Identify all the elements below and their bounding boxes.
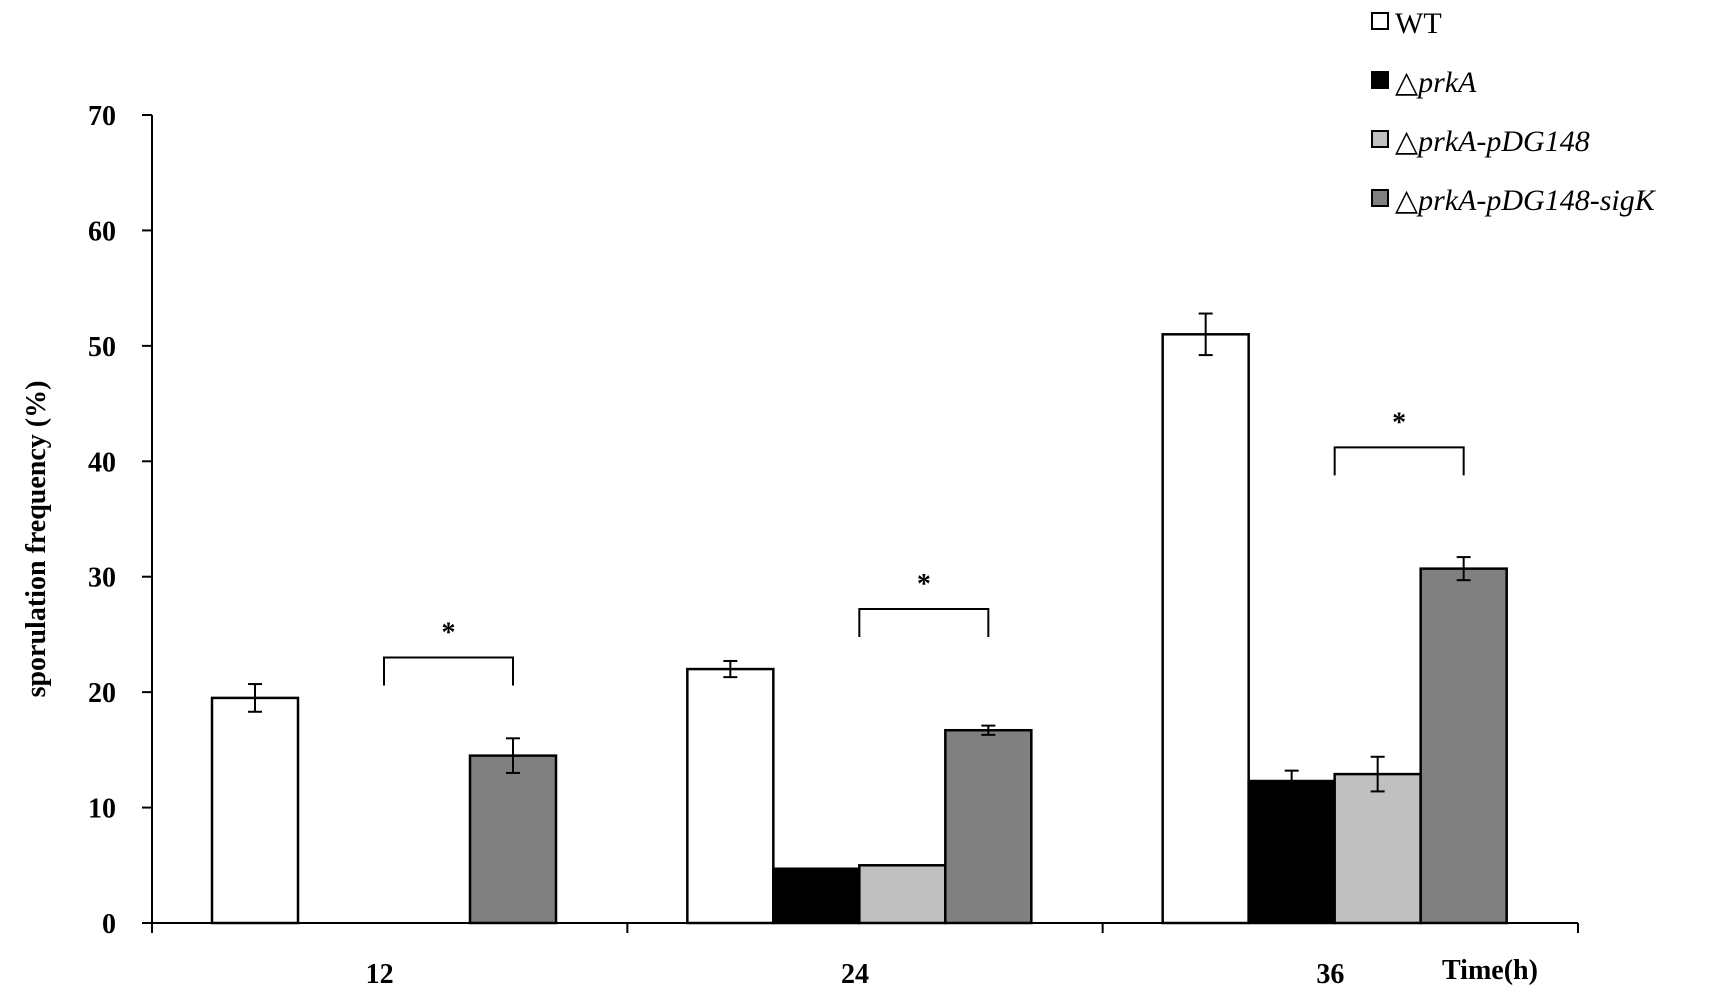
axes: 0 10 20 30 40 50 60 70 12 24 36 (88, 101, 1579, 990)
bar (210, 696, 300, 925)
significance-star: * (1392, 407, 1406, 438)
legend-label: △prkA-pDG148 (1395, 125, 1590, 158)
significance-star: * (442, 618, 456, 649)
bar (1419, 567, 1508, 925)
significance-bracket (1333, 446, 1465, 476)
bar (1247, 779, 1336, 925)
y-tick-label: 40 (88, 447, 116, 478)
legend: WT △prkA △prkA-pDG148 △prkA-pDG148-sigK (1371, 7, 1657, 217)
bar (772, 867, 861, 925)
y-tick-label: 10 (88, 794, 116, 825)
bar (858, 864, 947, 925)
legend-label: WT (1395, 7, 1442, 40)
y-axis-title: sporulation frequency (%) (21, 381, 52, 698)
legend-swatch (1371, 189, 1389, 207)
legend-label: △prkA-pDG148-sigK (1395, 184, 1657, 217)
bars (210, 312, 1508, 925)
significance-star: * (917, 569, 931, 600)
y-tick-label: 70 (88, 101, 116, 132)
bar (1333, 772, 1422, 925)
bar (468, 754, 558, 925)
bar (1161, 333, 1250, 925)
significance-annotations: * * * (383, 407, 1465, 686)
y-tick-label: 60 (88, 216, 116, 247)
legend-label: △prkA (1395, 66, 1477, 99)
legend-swatch (1371, 130, 1389, 148)
x-tick-label: 12 (366, 959, 394, 990)
x-axis-title: Time(h) (1442, 955, 1538, 986)
y-tick-label: 0 (102, 909, 116, 940)
significance-bracket (383, 656, 514, 686)
bar (686, 667, 775, 925)
x-tick-label: 36 (1316, 959, 1344, 990)
legend-swatch (1371, 12, 1389, 30)
x-tick-label: 24 (841, 959, 869, 990)
significance-bracket (858, 608, 990, 638)
y-tick-label: 50 (88, 332, 116, 363)
y-tick-label: 30 (88, 563, 116, 594)
bar (944, 728, 1033, 925)
y-tick-label: 20 (88, 678, 116, 709)
legend-swatch (1371, 71, 1389, 89)
